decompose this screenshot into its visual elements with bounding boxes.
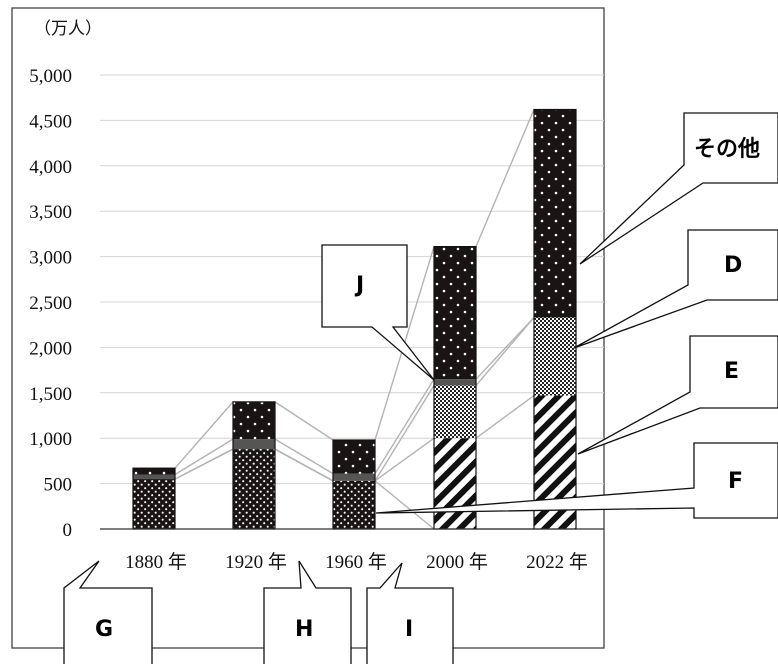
callout-h: H [263,560,352,664]
callout-i: I [366,562,454,664]
y-tick-label: 3,500 [29,202,72,223]
callout-d-label: D [724,253,742,278]
callout-f-box [375,442,778,519]
connector-line [174,448,234,480]
bar-segment-F [133,479,175,529]
callout-g: G [63,560,153,664]
callout-sonota-box [579,112,778,265]
bar-segment-D [534,317,576,396]
callout-f-label: F [728,469,743,494]
x-category-label: 1960 年 [325,551,387,573]
x-axis-labels: 1880 年 1920 年 1960 年 2000 年 2022 年 [125,551,588,573]
connector-line [475,394,535,439]
bar-segment-F [333,480,375,529]
bar-segment-dark-band [434,379,476,386]
bar-segment-その他 [534,109,576,318]
connector-line [374,437,435,482]
y-tick-label: 5,000 [29,66,72,87]
y-tick-label: 500 [44,475,73,496]
callout-f: F [375,442,778,519]
callout-h-box [263,560,352,664]
y-unit-label: （万人） [34,19,102,39]
connector-line [174,438,234,476]
connector-line [374,480,435,530]
connector-line [274,438,334,475]
bar-segment-その他 [333,440,375,474]
y-tick-label: 0 [63,520,73,541]
connector-line [475,316,535,380]
x-category-label: 2000 年 [426,551,488,573]
callout-j-box [321,244,435,381]
y-tick-label: 3,000 [29,248,72,269]
connector-line [374,385,435,482]
callout-sonota: その他 [579,112,778,265]
callout-j-label: J [354,273,364,298]
connector-line [174,401,234,469]
bar-segment-dark-band [133,474,175,480]
connector-line [274,448,334,482]
callout-d-box [573,229,778,349]
bar-segment-その他 [434,246,476,380]
callout-d: D [573,229,778,349]
bar-segment-D [434,385,476,439]
chart-frame [11,7,605,649]
y-tick-label: 4,500 [29,111,72,132]
x-category-label: 1920 年 [225,551,287,573]
callout-i-label: I [405,617,413,642]
y-axis-ticks: 0 500 1,000 1,500 2,000 2,500 3,000 3,500 4,000 4… [29,66,72,541]
bar-segment-dark-band [333,473,375,481]
callout-h-label: H [295,617,313,642]
connector-line [274,401,334,441]
callout-sonota-label: その他 [694,137,760,162]
connector-line [475,109,535,247]
bar-segment-その他 [133,468,175,475]
connector-line [475,316,535,386]
callout-g-box [63,560,153,664]
x-category-label: 1880 年 [125,551,187,573]
bar-segment-dark-band [233,439,275,450]
callout-e-label: E [724,359,739,384]
y-tick-label: 2,500 [29,293,72,314]
callout-e-box [577,335,778,455]
callout-i-box [366,562,454,664]
connector-line [374,378,435,474]
bar-segment-E [434,438,476,529]
bar-segment-その他 [233,401,275,440]
bar-segment-F [233,449,275,529]
y-tick-label: 1,000 [29,429,72,450]
y-tick-label: 2,000 [29,338,72,359]
y-tick-label: 1,500 [29,384,72,405]
x-category-label: 2022 年 [526,551,588,573]
callout-e: E [577,335,778,455]
callout-g-label: G [95,617,113,642]
y-tick-label: 4,000 [29,157,72,178]
callout-j: J [321,244,435,381]
